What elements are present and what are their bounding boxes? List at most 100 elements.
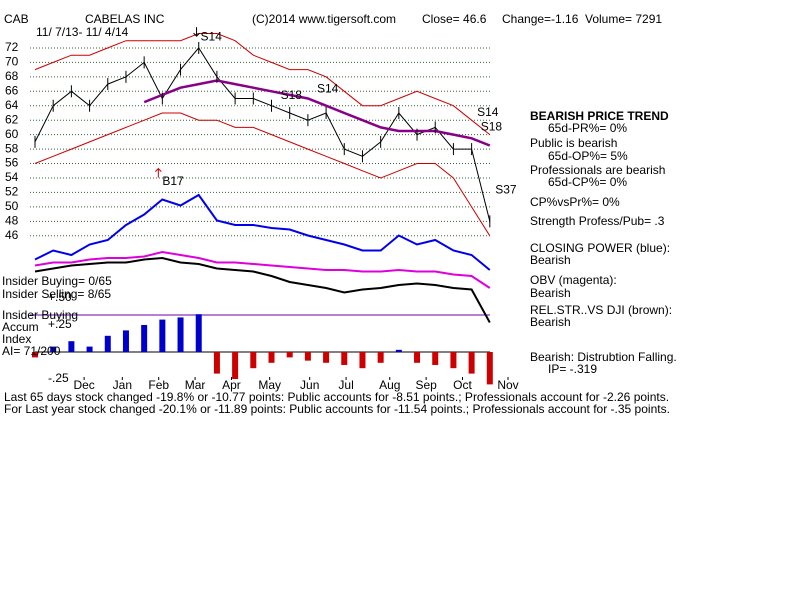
annotation: S14 <box>317 81 339 95</box>
side-text: OBV (magenta): <box>530 273 617 287</box>
y-tick-label: 56 <box>5 156 19 170</box>
side-text: 65d-PR%= 0% <box>548 121 627 135</box>
y-tick-label: 64 <box>5 98 19 112</box>
y-tick-label: 48 <box>5 213 19 227</box>
annotation: S14 <box>201 29 223 43</box>
accum-bar <box>32 352 38 358</box>
side-text: CLOSING POWER (blue): <box>530 241 670 255</box>
annotation: S14 <box>477 105 499 119</box>
accum-bar <box>323 352 330 363</box>
accum-bar <box>450 352 457 369</box>
accum-bar <box>432 352 439 365</box>
y-tick-label: 62 <box>5 112 19 126</box>
left-label: Insider Buying= 0/65 <box>2 274 112 288</box>
accum-tick-label: -.25 <box>48 371 69 385</box>
y-tick-label: 70 <box>5 55 19 69</box>
x-tick-label: Apr <box>222 378 241 392</box>
price-line <box>34 112 491 237</box>
arrow <box>154 167 162 178</box>
y-tick-label: 46 <box>5 228 19 242</box>
side-text: Strength Profess/Pub= .3 <box>530 214 665 228</box>
price-line <box>143 79 491 147</box>
y-tick-label: 54 <box>5 170 19 184</box>
x-tick-label: Dec <box>73 378 94 392</box>
accum-bar <box>359 352 366 369</box>
annotation: S37 <box>495 182 517 196</box>
y-tick-label: 66 <box>5 83 19 97</box>
y-tick-label: 68 <box>5 69 19 83</box>
accum-bar <box>104 335 111 352</box>
side-text: Bearish <box>530 315 571 329</box>
x-tick-label: Jul <box>338 378 353 392</box>
side-text: 65d-CP%= 0% <box>548 175 627 189</box>
accum-bar <box>486 352 493 385</box>
accum-bar <box>141 325 148 352</box>
side-text: Bearish <box>530 286 571 300</box>
accum-bar <box>50 346 57 352</box>
close: Close= 46.6 <box>422 12 487 26</box>
accum-bar <box>268 352 275 363</box>
ticker: CAB <box>4 12 29 26</box>
x-tick-label: Aug <box>379 378 400 392</box>
left-label: Accum <box>2 320 39 334</box>
y-tick-label: 60 <box>5 127 19 141</box>
annotation: S18 <box>481 120 503 134</box>
y-tick-label: 58 <box>5 141 19 155</box>
accum-bar <box>286 352 293 358</box>
side-text: 65d-OP%= 5% <box>548 149 628 163</box>
accum-bar <box>213 352 220 374</box>
side-text: Bearish <box>530 253 571 267</box>
side-text: REL.STR..VS DJI (brown): <box>530 303 672 317</box>
side-text: Professionals are bearish <box>530 163 665 177</box>
accum-bar <box>468 352 475 374</box>
accum-bar <box>195 314 202 352</box>
accum-tick-label: +.50 <box>48 290 72 304</box>
accum-bar <box>304 352 311 361</box>
left-label: AI= 71/200 <box>2 344 61 358</box>
y-tick-label: 50 <box>5 199 19 213</box>
side-text: CP%vsPr%= 0% <box>530 195 620 209</box>
copyright: (C)2014 www.tigersoft.com <box>252 12 396 26</box>
price-line <box>34 33 491 135</box>
accum-bar <box>232 352 239 379</box>
accum-bar <box>414 352 421 363</box>
left-label: Index <box>2 332 31 346</box>
accum-bar <box>177 317 184 352</box>
annotation: S18 <box>281 88 303 102</box>
accum-bar <box>377 352 384 363</box>
accum-bar <box>395 349 402 352</box>
footer-text: Last 65 days stock changed -19.8% or -10… <box>4 390 669 404</box>
accum-bar <box>68 341 75 352</box>
indicator-line <box>34 256 491 323</box>
x-tick-label: Jan <box>113 378 132 392</box>
indicator-line <box>34 193 491 271</box>
x-tick-label: Feb <box>148 378 169 392</box>
x-tick-label: May <box>258 378 281 392</box>
accum-bar <box>86 346 93 352</box>
x-tick-label: Oct <box>453 378 472 392</box>
volume: Volume= 7291 <box>585 12 662 26</box>
side-text: Public is bearish <box>530 136 617 150</box>
footer-text: For Last year stock changed -20.1% or -1… <box>4 402 670 416</box>
left-label: Insider Selling= 8/65 <box>2 287 111 301</box>
accum-bar <box>250 352 257 369</box>
date-range: 11/ 7/13- 11/ 4/14 <box>36 25 129 39</box>
accum-bar <box>341 352 348 365</box>
x-tick-label: Jun <box>300 378 319 392</box>
accum-bar <box>159 319 166 352</box>
side-text: BEARISH PRICE TREND <box>530 109 669 123</box>
annotation: B17 <box>162 174 184 188</box>
side-text: IP= -.319 <box>548 362 597 376</box>
indicator-line <box>34 250 491 289</box>
accum-tick-label: +.25 <box>48 317 72 331</box>
company: CABELAS INC <box>85 12 165 26</box>
y-tick-label: 72 <box>5 40 19 54</box>
left-label: Insider Buying <box>2 308 78 322</box>
arrow <box>193 27 200 37</box>
y-tick-label: 52 <box>5 185 19 199</box>
x-tick-label: Nov <box>497 378 518 392</box>
side-text: Bearish: Distrubtion Falling. <box>530 350 677 364</box>
x-tick-label: Mar <box>185 378 206 392</box>
